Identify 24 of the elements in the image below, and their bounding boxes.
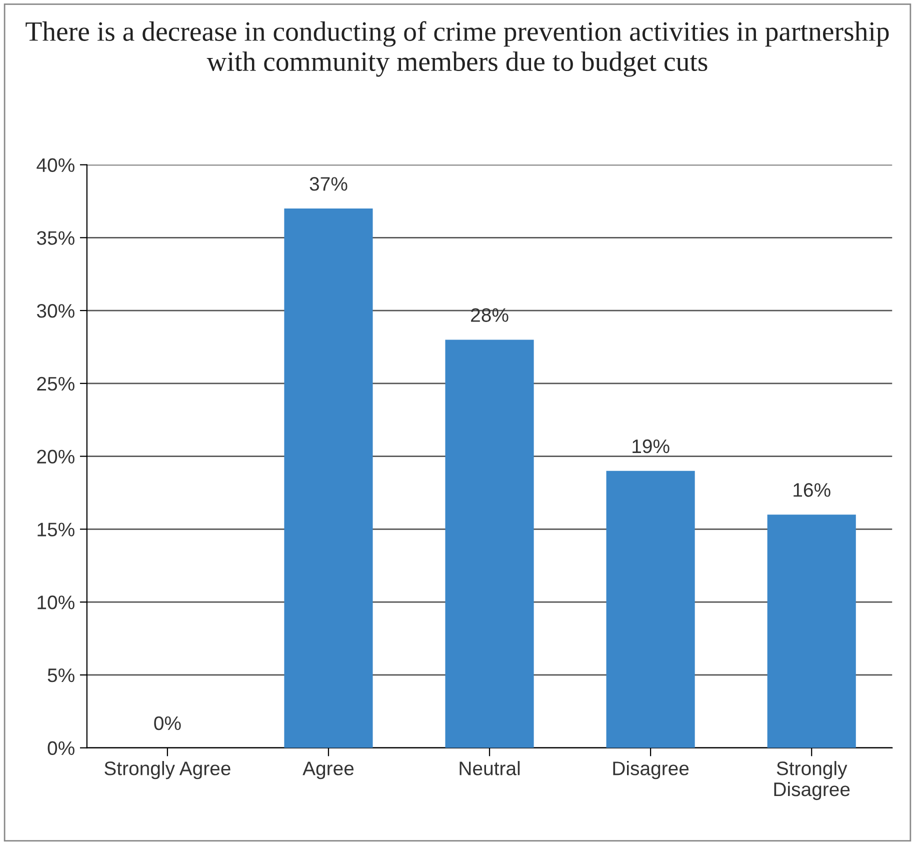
data-label: 16% — [794, 483, 830, 497]
y-tick-label: 10% — [38, 596, 74, 610]
data-label: 28% — [471, 308, 508, 322]
x-tick-label: Disagree — [613, 761, 689, 780]
y-tick-label: 35% — [36, 231, 74, 245]
x-tick-label: Strongly Agree — [104, 761, 230, 780]
x-tick-label: Neutral — [460, 761, 520, 776]
y-tick-label: 5% — [48, 668, 74, 682]
y-tick-label: 30% — [36, 304, 74, 318]
data-label: 37% — [310, 177, 348, 191]
bar — [284, 208, 373, 748]
y-tick-label: 25% — [37, 376, 74, 391]
y-tick-label: 15% — [38, 522, 74, 536]
data-label: 0% — [154, 716, 181, 730]
bar — [767, 514, 856, 748]
x-tick-label: Strongly Disagree — [774, 761, 850, 800]
y-tick-label: 20% — [37, 450, 74, 464]
y-tick-label: 0% — [48, 741, 74, 756]
x-tick-label: Agree — [302, 762, 354, 780]
bar — [445, 340, 534, 748]
chart-title: There is a decrease in conducting of crime prevention activities in partnership with community members due to budget cuts — [26, 21, 889, 77]
y-tick-label: 40% — [36, 158, 74, 172]
data-label: 19% — [632, 439, 670, 454]
bar — [606, 470, 695, 748]
